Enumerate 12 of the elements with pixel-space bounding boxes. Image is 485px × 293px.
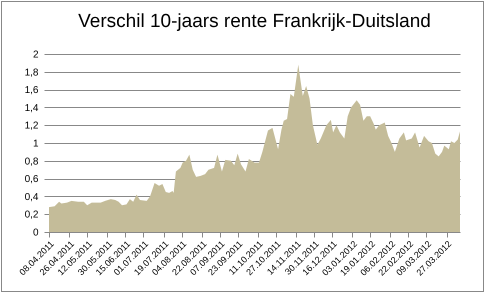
y-tick-label: 1,2 xyxy=(24,120,39,132)
y-tick-label: 0,4 xyxy=(24,192,39,203)
y-tick-label: 1 xyxy=(32,138,39,150)
chart-title: Verschil 10-jaars rente Frankrijk-Duitsland xyxy=(78,11,431,32)
y-tick-label: 0,6 xyxy=(24,174,39,186)
y-tick-label: 2 xyxy=(32,50,39,60)
y-tick-label: 1,6 xyxy=(24,85,39,96)
y-tick-label: 1,8 xyxy=(24,67,39,78)
y-tick-label: 0,2 xyxy=(24,210,39,221)
y-tick-label: 0 xyxy=(32,228,39,238)
y-tick-label: 1,4 xyxy=(24,102,39,114)
y-tick-label: 0,8 xyxy=(24,156,39,168)
